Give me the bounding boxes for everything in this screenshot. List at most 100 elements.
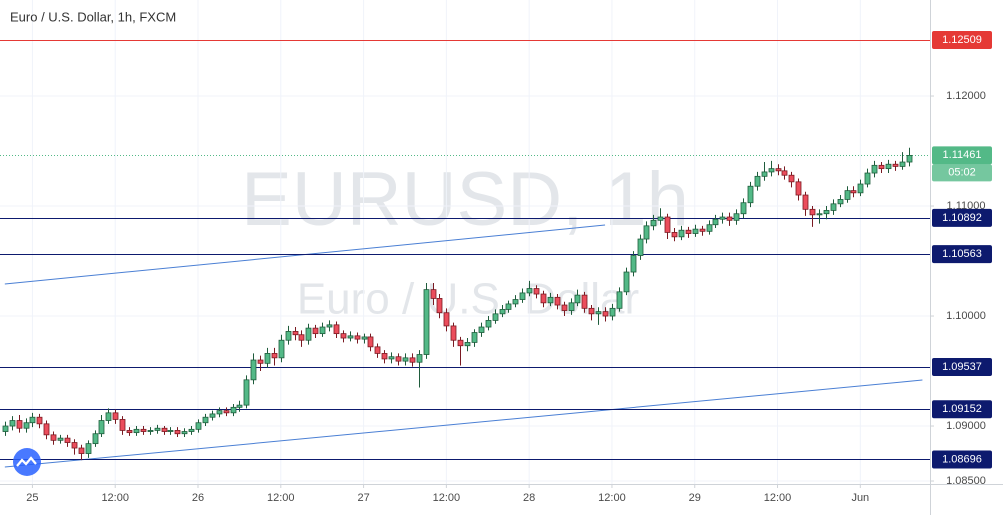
candle-body: [195, 422, 202, 430]
candle-body: [499, 309, 506, 315]
x-tick-label: 12:00: [267, 492, 295, 504]
candle-body: [602, 311, 609, 317]
x-tick-label: 12:00: [598, 492, 626, 504]
candle-body: [906, 155, 913, 163]
level-label: 1.12509: [942, 34, 982, 46]
candle-body: [643, 225, 650, 240]
candle-body: [147, 430, 154, 432]
candle-body: [23, 422, 30, 429]
candle-body: [43, 423, 50, 436]
candle-body: [305, 327, 312, 341]
level-label-box: [932, 400, 992, 419]
candle-body: [581, 294, 588, 309]
candle-body: [864, 172, 871, 185]
candle-body: [2, 425, 9, 432]
candle-body: [547, 296, 554, 304]
candle-body: [802, 194, 809, 210]
candle-body: [871, 164, 878, 174]
candle-body: [250, 359, 257, 381]
y-tick-label: 1.09000: [946, 420, 986, 432]
candle-body: [733, 213, 740, 221]
candle-body: [71, 442, 78, 449]
candle-body: [830, 203, 837, 211]
candle-body: [775, 168, 782, 172]
candle-body: [837, 199, 844, 205]
level-label: 1.08696: [942, 453, 982, 465]
candle-body: [292, 331, 299, 336]
candle-body: [740, 202, 747, 215]
candle-body: [706, 224, 713, 232]
candle-body: [554, 296, 561, 306]
x-tick-label: 26: [192, 492, 204, 504]
candle-body: [181, 431, 188, 435]
candle-body: [285, 331, 292, 341]
candle-body: [312, 327, 319, 335]
chart-title: Euro / U.S. Dollar, 1h, FXCM: [10, 9, 176, 24]
level-label-box: [932, 245, 992, 264]
candle-body: [423, 289, 430, 355]
x-tick-label: Jun: [851, 492, 869, 504]
candle-body: [712, 218, 719, 226]
level-label: 1.10892: [942, 212, 982, 224]
candle-body: [761, 171, 768, 177]
trend-line: [4, 379, 923, 468]
candle-body: [719, 216, 726, 220]
candle-body: [333, 324, 340, 335]
x-tick-label: 28: [523, 492, 535, 504]
candle-body: [443, 312, 450, 327]
candle-body: [347, 335, 354, 339]
level-label-box: [932, 31, 992, 50]
candle-body: [857, 183, 864, 194]
level-label: 1.09152: [942, 403, 982, 415]
y-tick-label: 1.10000: [946, 310, 986, 322]
candle-body: [630, 255, 637, 273]
candle-body: [112, 412, 119, 420]
candle-body: [174, 430, 181, 435]
candle-body: [492, 313, 499, 321]
candle-body: [361, 336, 368, 340]
candle-body: [326, 324, 333, 328]
candle-body: [588, 307, 595, 315]
candle-body: [568, 302, 575, 311]
candle-body: [402, 357, 409, 362]
candle-body: [133, 428, 140, 434]
candle-body: [154, 427, 161, 431]
candle-body: [161, 427, 168, 432]
watermark: EURUSD, 1h: [241, 157, 689, 242]
level-label: 1.10563: [942, 248, 982, 260]
candle-body: [781, 170, 788, 176]
candle-body: [409, 357, 416, 363]
candle-body: [505, 303, 512, 310]
candle-body: [561, 304, 568, 311]
countdown-box: [932, 164, 992, 182]
candle-body: [650, 219, 657, 227]
candle-body: [98, 420, 105, 435]
candle-body: [892, 163, 899, 167]
candle-body: [788, 174, 795, 183]
candle-body: [823, 210, 830, 215]
candle-body: [264, 353, 271, 364]
candle-body: [885, 163, 892, 170]
candle-body: [374, 346, 381, 354]
candle-body: [878, 164, 885, 170]
logo: [13, 448, 41, 476]
candle-body: [754, 175, 761, 187]
candle-body: [616, 291, 623, 309]
candle-body: [726, 216, 733, 221]
candle-body: [223, 410, 230, 414]
candle-body: [64, 437, 71, 443]
current-price-label: 1.11461: [943, 149, 982, 161]
countdown: 05:02: [948, 167, 976, 179]
candle-body: [298, 334, 305, 341]
candle-body: [126, 430, 133, 434]
level-label-box: [932, 208, 992, 227]
candle-body: [29, 416, 36, 424]
candle-body: [395, 356, 402, 362]
y-tick-label: 1.08500: [946, 475, 986, 487]
candle-body: [271, 353, 278, 359]
candle-body: [319, 326, 326, 335]
candle-body: [236, 404, 243, 408]
candle-body: [457, 339, 464, 347]
candle-body: [809, 208, 816, 216]
